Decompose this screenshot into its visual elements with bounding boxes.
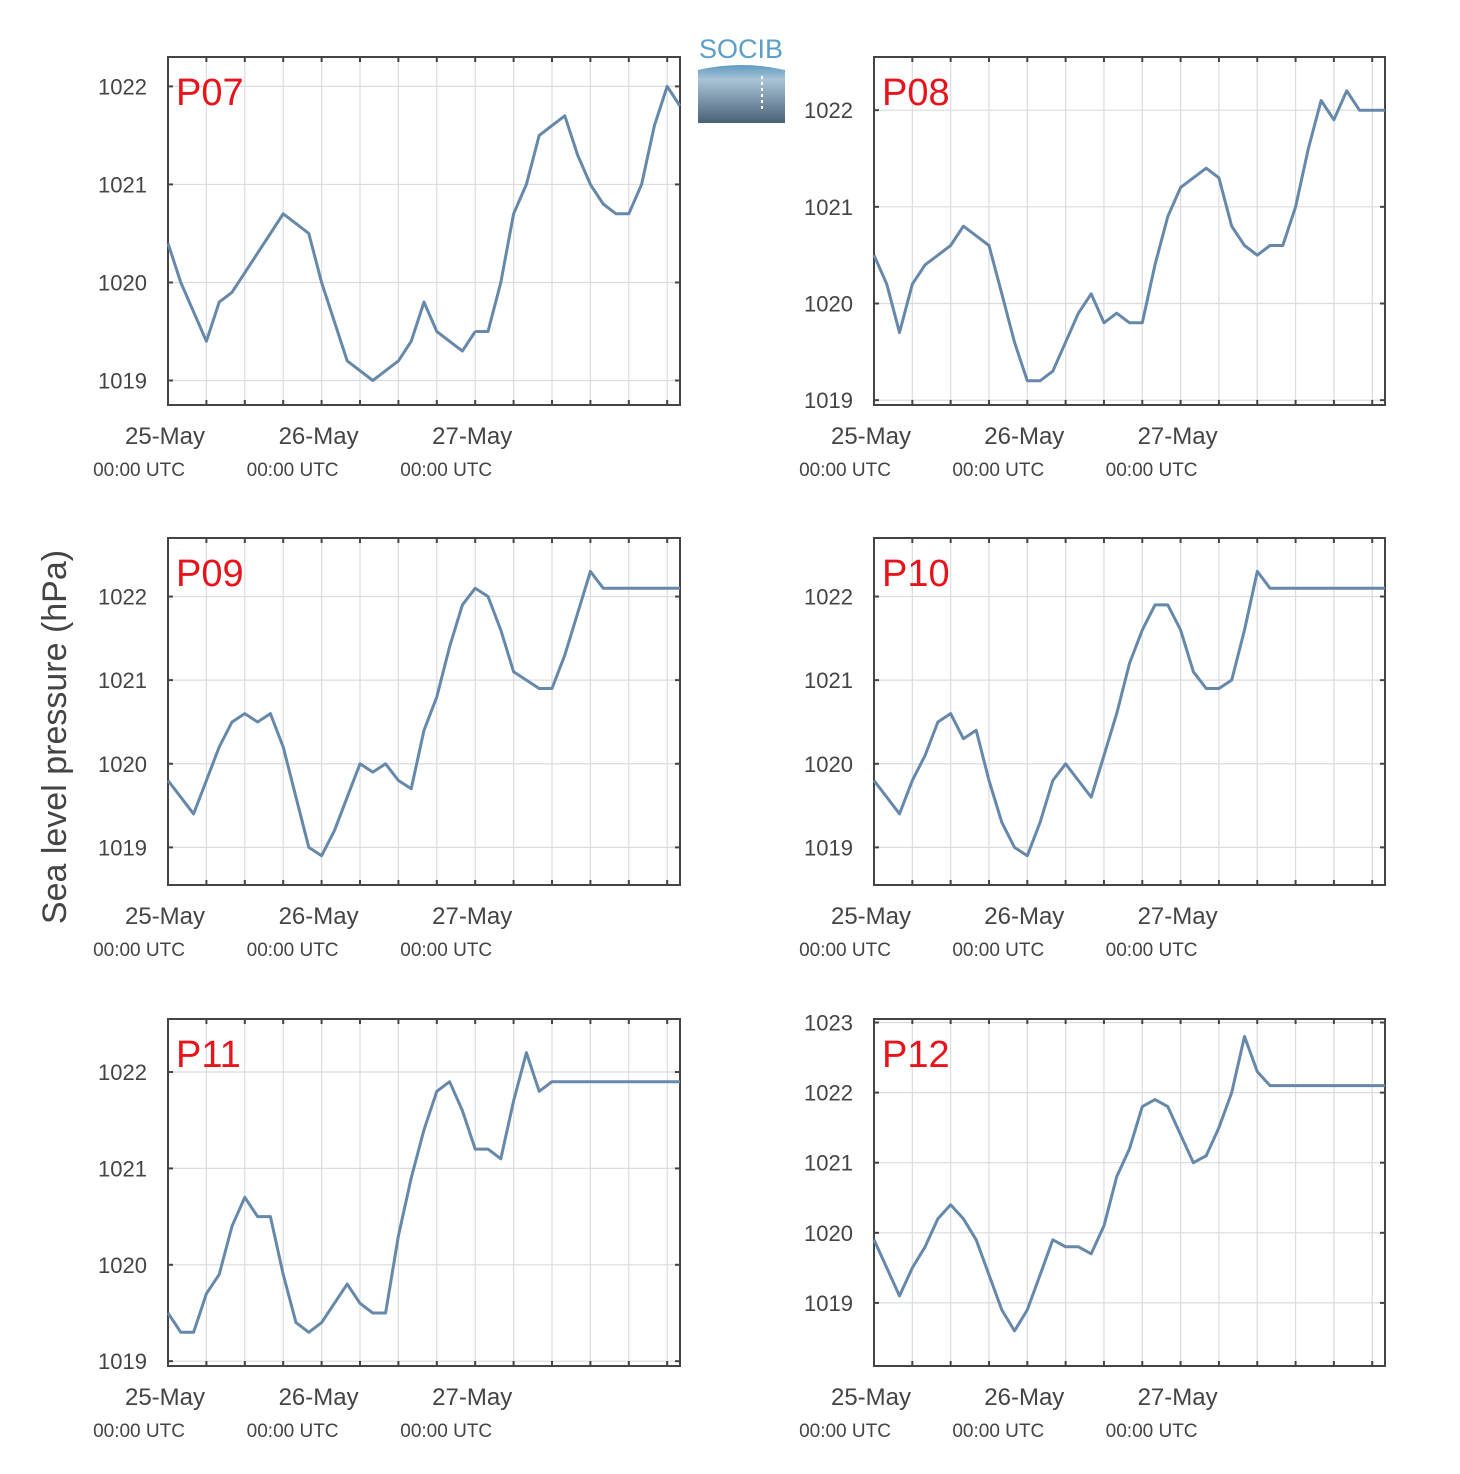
y-tick-label: 1020 [804, 1221, 853, 1246]
series-line-p11 [166, 1051, 680, 1334]
y-tick-label: 1023 [804, 1011, 853, 1036]
y-tick-label: 1020 [804, 752, 853, 777]
x-tick-label: 25-May [125, 423, 205, 450]
x-tick-label: 27-May [432, 1384, 512, 1411]
panel-label: P09 [176, 553, 244, 595]
y-tick-label: 1021 [804, 195, 853, 220]
x-tick-label: 25-May [831, 903, 911, 930]
y-tick-label: 1021 [98, 668, 147, 693]
x-tick-label: 26-May [279, 1384, 359, 1411]
x-tick-sublabel: 00:00 UTC [799, 460, 891, 481]
axes-frame [873, 1018, 1386, 1367]
socib-logo: SOCIB [698, 34, 785, 123]
y-tick-label: 1021 [804, 668, 853, 693]
y-tick-label: 1020 [98, 752, 147, 777]
y-tick-label: 1019 [98, 1349, 147, 1374]
x-tick-label: 26-May [279, 423, 359, 450]
axes-frame [167, 56, 681, 406]
panel-p10: 1019 1020 1021 1022 25-May 00:00 UTC 26-May 00:… [799, 537, 1386, 961]
y-tick-label: 1022 [804, 98, 853, 123]
panel-label: P08 [882, 72, 950, 114]
x-tick-label: 26-May [984, 423, 1064, 450]
y-tick-label: 1019 [804, 1291, 853, 1316]
panel-p11: 1019 1020 1021 1022 25-May 00:00 UTC 26-May 00:… [93, 1018, 681, 1442]
x-tick-sublabel: 00:00 UTC [952, 940, 1044, 961]
y-tick-label: 1019 [98, 368, 147, 393]
x-tick-sublabel: 00:00 UTC [93, 1421, 185, 1442]
y-tick-label: 1021 [98, 1156, 147, 1181]
y-tick-label: 1022 [98, 1060, 147, 1085]
x-tick-sublabel: 00:00 UTC [93, 460, 185, 481]
y-tick-label: 1019 [804, 388, 853, 413]
y-tick-label: 1021 [804, 1151, 853, 1176]
x-tick-label: 25-May [831, 1384, 911, 1411]
x-tick-label: 26-May [279, 903, 359, 930]
series-line-p07 [166, 212, 477, 382]
axes-frame [873, 56, 1386, 406]
axes-frame [167, 1018, 681, 1367]
y-tick-label: 1022 [98, 585, 147, 610]
y-axis-label: Sea level pressure (hPa) [36, 550, 74, 924]
x-tick-sublabel: 00:00 UTC [1106, 940, 1198, 961]
x-tick-label: 25-May [831, 423, 911, 450]
series-line-p08 [872, 89, 1385, 383]
x-tick-sublabel: 00:00 UTC [400, 460, 492, 481]
y-tick-label: 1020 [98, 270, 147, 295]
panel-p09: 1019 1020 1021 1022 25-May 00:00 UTC 26-May 00:… [93, 537, 681, 961]
x-tick-sublabel: 00:00 UTC [1106, 1421, 1198, 1442]
x-tick-sublabel: 00:00 UTC [247, 940, 339, 961]
x-tick-sublabel: 00:00 UTC [799, 940, 891, 961]
series-line-p07-b [475, 84, 682, 333]
panel-label: P10 [882, 553, 950, 595]
y-tick-label: 1022 [804, 585, 853, 610]
x-tick-label: 26-May [984, 1384, 1064, 1411]
x-tick-label: 25-May [125, 1384, 205, 1411]
series-line-p09 [166, 569, 680, 858]
panel-label: P11 [176, 1034, 241, 1076]
panel-p12: 1019 1020 1021 1022 1023 25-May 00:00 UTC 26-Ma… [799, 1011, 1386, 1442]
x-tick-label: 25-May [125, 903, 205, 930]
y-tick-label: 1022 [804, 1081, 853, 1106]
x-tick-label: 27-May [432, 903, 512, 930]
x-tick-sublabel: 00:00 UTC [952, 1421, 1044, 1442]
y-tick-label: 1019 [804, 835, 853, 860]
panels: 1019 1020 1021 1022 25-May 00:00 UTC 26-May 00:… [93, 56, 1386, 1442]
socib-logo-block [698, 65, 785, 123]
axes-frame [873, 537, 1386, 886]
x-tick-label: 27-May [1138, 423, 1218, 450]
x-tick-label: 27-May [1138, 1384, 1218, 1411]
socib-logo-text: SOCIB [699, 34, 783, 64]
y-tick-label: 1020 [804, 292, 853, 317]
panel-p07: 1019 1020 1021 1022 25-May 00:00 UTC 26-May 00:… [93, 56, 682, 481]
x-tick-label: 26-May [984, 903, 1064, 930]
y-tick-label: 1019 [98, 835, 147, 860]
panel-label: P07 [176, 72, 244, 114]
series-line-p10 [872, 569, 1385, 858]
axes-frame [167, 537, 681, 886]
x-tick-label: 27-May [1138, 903, 1218, 930]
x-tick-sublabel: 00:00 UTC [1106, 460, 1198, 481]
x-tick-sublabel: 00:00 UTC [247, 460, 339, 481]
x-tick-sublabel: 00:00 UTC [247, 1421, 339, 1442]
y-tick-label: 1022 [98, 74, 147, 99]
x-tick-sublabel: 00:00 UTC [400, 940, 492, 961]
x-tick-sublabel: 00:00 UTC [952, 460, 1044, 481]
x-tick-sublabel: 00:00 UTC [93, 940, 185, 961]
series-line-p12 [872, 1035, 1385, 1333]
x-tick-sublabel: 00:00 UTC [400, 1421, 492, 1442]
y-tick-label: 1021 [98, 172, 147, 197]
panel-p08: 1019 1020 1021 1022 25-May 00:00 UTC 26-May 00:… [799, 56, 1386, 481]
panel-label: P12 [882, 1034, 950, 1076]
y-tick-label: 1020 [98, 1253, 147, 1278]
x-tick-sublabel: 00:00 UTC [799, 1421, 891, 1442]
x-tick-label: 27-May [432, 423, 512, 450]
